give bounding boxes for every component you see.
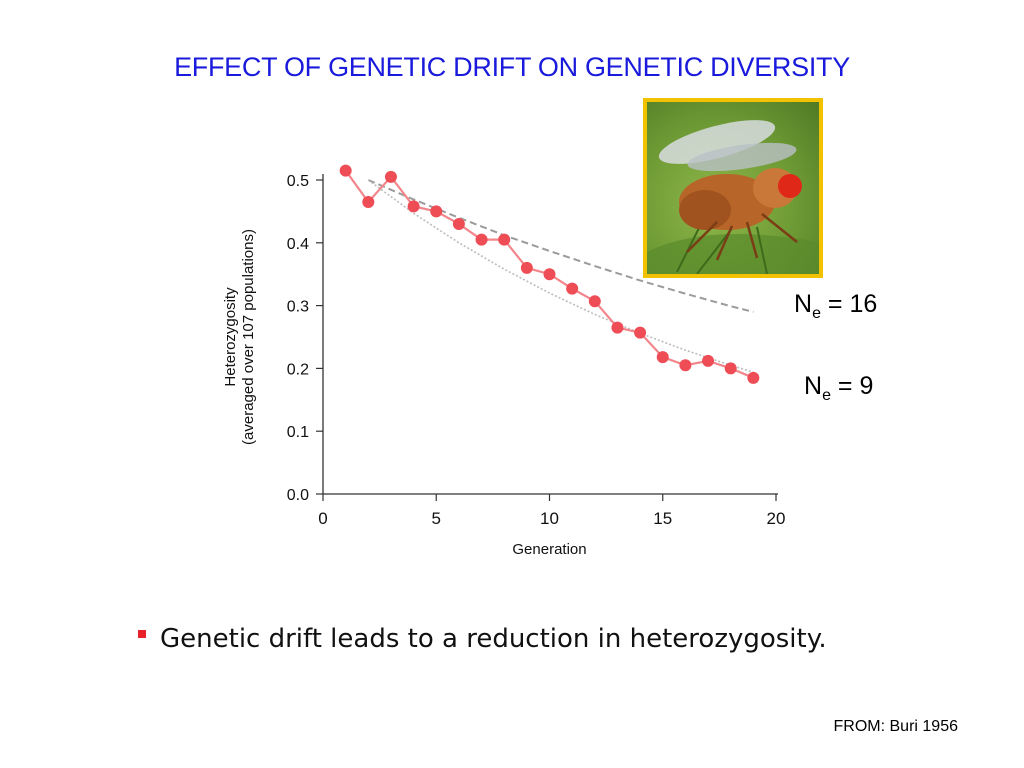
slide-title: EFFECT OF GENETIC DRIFT ON GENETIC DIVER… (174, 52, 850, 82)
y-axis-label-line1: Heterozygosity (222, 287, 239, 387)
data-point (339, 164, 352, 177)
fruit-fly-icon (647, 120, 819, 274)
ne9-rest: = 9 (830, 372, 874, 400)
data-point (656, 351, 669, 364)
ne16-rest: = 16 (820, 290, 878, 318)
x-axis-label: Generation (512, 541, 586, 558)
ne16-main: N (794, 290, 813, 318)
ne9-sub: e (822, 387, 831, 404)
data-point (566, 282, 579, 295)
data-point (498, 233, 511, 246)
data-point (679, 359, 692, 372)
data-point (452, 217, 465, 230)
y-tick-label: 0.5 (287, 173, 309, 190)
data-point (724, 362, 737, 375)
series-layer (339, 164, 760, 384)
y-axis-label-line2: (averaged over 107 populations) (240, 229, 257, 445)
data-point (475, 233, 488, 246)
x-tick-label: 5 (432, 509, 441, 528)
ne16-sub: e (812, 305, 821, 322)
y-tick-label: 0.3 (287, 299, 309, 316)
y-tick-label: 0.4 (287, 236, 309, 253)
heterozygosity-chart: 0.0 0.1 0.2 0.3 0.4 0.5 0 5 10 15 20 Heterozygosit… (222, 164, 786, 558)
y-tick-label: 0.0 (287, 487, 309, 504)
bullet-text: Genetic drift leads to a reduction in he… (160, 624, 827, 654)
data-point (611, 321, 624, 334)
data-point (520, 261, 533, 274)
fruit-fly-photo (643, 98, 823, 278)
x-tick-label: 15 (653, 509, 672, 528)
data-point (407, 200, 420, 213)
data-point (747, 371, 760, 384)
data-point (430, 205, 443, 218)
data-point (634, 326, 647, 339)
x-tick-label: 10 (540, 509, 559, 528)
data-point (362, 195, 375, 208)
x-tick-label: 20 (767, 509, 786, 528)
y-axis-label-group: Heterozygosity (averaged over 107 popula… (222, 229, 257, 445)
data-point (543, 268, 556, 281)
source-citation: FROM: Buri 1956 (833, 718, 958, 735)
ne9-main: N (804, 372, 823, 400)
y-tick-label: 0.2 (287, 361, 309, 378)
data-point (588, 295, 601, 308)
ne9-label: Ne = 9 (804, 372, 873, 405)
data-point (702, 354, 715, 367)
bullet-item: Genetic drift leads to a reduction in he… (138, 624, 827, 654)
x-tick-label: 0 (318, 509, 327, 528)
ne16-label: Ne = 16 (794, 290, 877, 323)
data-point (384, 170, 397, 183)
bullet-square-icon (138, 629, 146, 638)
y-tick-label: 0.1 (287, 424, 309, 441)
chart-axes: 0.0 0.1 0.2 0.3 0.4 0.5 0 5 10 15 20 (287, 173, 786, 528)
